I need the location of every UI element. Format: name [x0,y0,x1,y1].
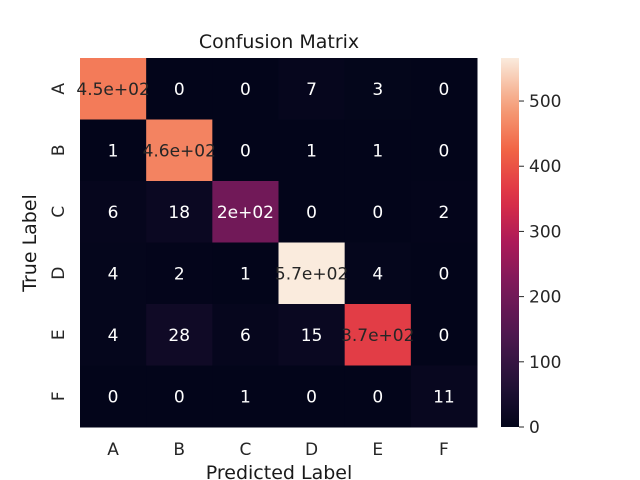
cell-annotation: 1 [240,264,251,284]
cell-annotation: 0 [439,80,450,100]
cell-annotation: 0 [439,326,450,346]
cell-annotation: 4.5e+02 [76,80,149,100]
x-tick-label: B [173,440,185,460]
cell-annotation: 0 [108,387,119,407]
y-tick-label: D [49,267,69,280]
cell-annotation: 0 [439,264,450,284]
heatmap-cell [344,58,412,120]
heatmap-cell [278,119,346,182]
heatmap-cell [212,365,279,428]
heatmap-cell [212,119,279,182]
heatmap-cell [410,181,478,243]
cell-annotation: 4 [108,264,119,284]
cell-annotation: 3.7e+02 [341,326,414,346]
heatmap-cell [146,365,213,428]
x-axis-label: Predicted Label [206,462,353,480]
cell-annotation: 0 [439,141,450,161]
y-tick-labels: A B C D E F [49,83,69,402]
colorbar-tick-label: 300 [529,222,561,242]
heatmap-cell [410,365,478,428]
cell-annotation: 0 [372,387,383,407]
cell-annotation: 15 [301,326,323,346]
cell-annotation: 1 [240,387,251,407]
heatmap-cell [146,58,213,120]
y-tick-label: F [49,391,69,401]
x-tick-label: E [372,440,383,460]
y-tick-label: C [49,206,69,218]
heatmap-cell [278,304,346,366]
heatmap-cell [344,365,412,428]
y-tick-label: E [49,329,69,340]
x-tick-label: D [305,440,318,460]
heatmap-cell [278,242,346,305]
cell-annotation: 1 [372,141,383,161]
heatmap-cell [146,304,213,366]
cell-annotation: 7 [306,80,317,100]
cell-annotation: 0 [306,203,317,223]
cell-annotation: 4 [108,326,119,346]
heatmap-cell [344,242,412,305]
cell-annotation: 1 [108,141,119,161]
heatmap-cell [212,242,279,305]
x-tick-label: C [239,440,251,460]
heatmap-cells: 4.5e+02 0 0 7 3 01 4.6e+02 0 1 1 06 18 2e+02 0 0 24 2 1 5.… [76,58,478,428]
heatmap-cell [344,181,412,243]
heatmap-cell [410,304,478,366]
cell-annotation: 1 [306,141,317,161]
cell-annotation: 2 [439,203,450,223]
heatmap-cell [146,181,213,243]
heatmap-cell [410,119,478,182]
cell-annotation: 0 [306,387,317,407]
cell-annotation: 3 [372,80,383,100]
y-tick-label: A [49,83,69,95]
heatmap-cell [410,58,478,120]
heatmap-cell [344,304,412,366]
cell-annotation: 2e+02 [217,203,274,223]
cell-annotation: 4 [372,264,383,284]
cell-annotation: 6 [108,203,119,223]
heatmap-cell [80,58,147,120]
cell-annotation: 0 [174,80,185,100]
colorbar-tick-label: 0 [529,418,540,438]
heatmap-cell [80,365,147,428]
cell-annotation: 6 [240,326,251,346]
heatmap-cell [410,242,478,305]
heatmap-cell [212,181,279,243]
heatmap-cell [146,119,213,182]
heatmap-cell [278,365,346,428]
heatmap-cell [212,58,279,120]
cell-annotation: 0 [240,141,251,161]
heatmap-cell [80,119,147,182]
colorbar-tick-label: 500 [529,92,561,112]
x-tick-label: F [439,440,449,460]
cell-annotation: 5.7e+02 [275,264,348,284]
colorbar-tick-label: 200 [529,288,561,308]
heatmap-cell [146,242,213,305]
y-axis-label: True Label [19,194,41,293]
colorbar-ticks: 0 100 200 300 400 500 [519,92,561,438]
heatmap-cell [80,181,147,243]
cell-annotation: 0 [372,203,383,223]
cell-annotation: 11 [433,387,455,407]
cell-annotation: 2 [174,264,185,284]
colorbar-tick-label: 400 [529,157,561,177]
chart-title: Confusion Matrix [199,31,359,53]
cell-annotation: 0 [174,387,185,407]
heatmap-cell [278,58,346,120]
colorbar [501,58,519,427]
cell-annotation: 28 [168,326,190,346]
heatmap-cell [278,181,346,243]
cell-annotation: 0 [240,80,251,100]
cell-annotation: 4.6e+02 [143,141,216,161]
heatmap-cell [212,304,279,366]
x-tick-label: A [107,440,119,460]
heatmap-cell [344,119,412,182]
colorbar-tick-label: 100 [529,353,561,373]
cell-annotation: 18 [168,203,190,223]
heatmap-cell [80,304,147,366]
x-tick-labels: A B C D E F [107,440,449,460]
y-tick-label: B [49,144,69,156]
heatmap-cell [80,242,147,305]
